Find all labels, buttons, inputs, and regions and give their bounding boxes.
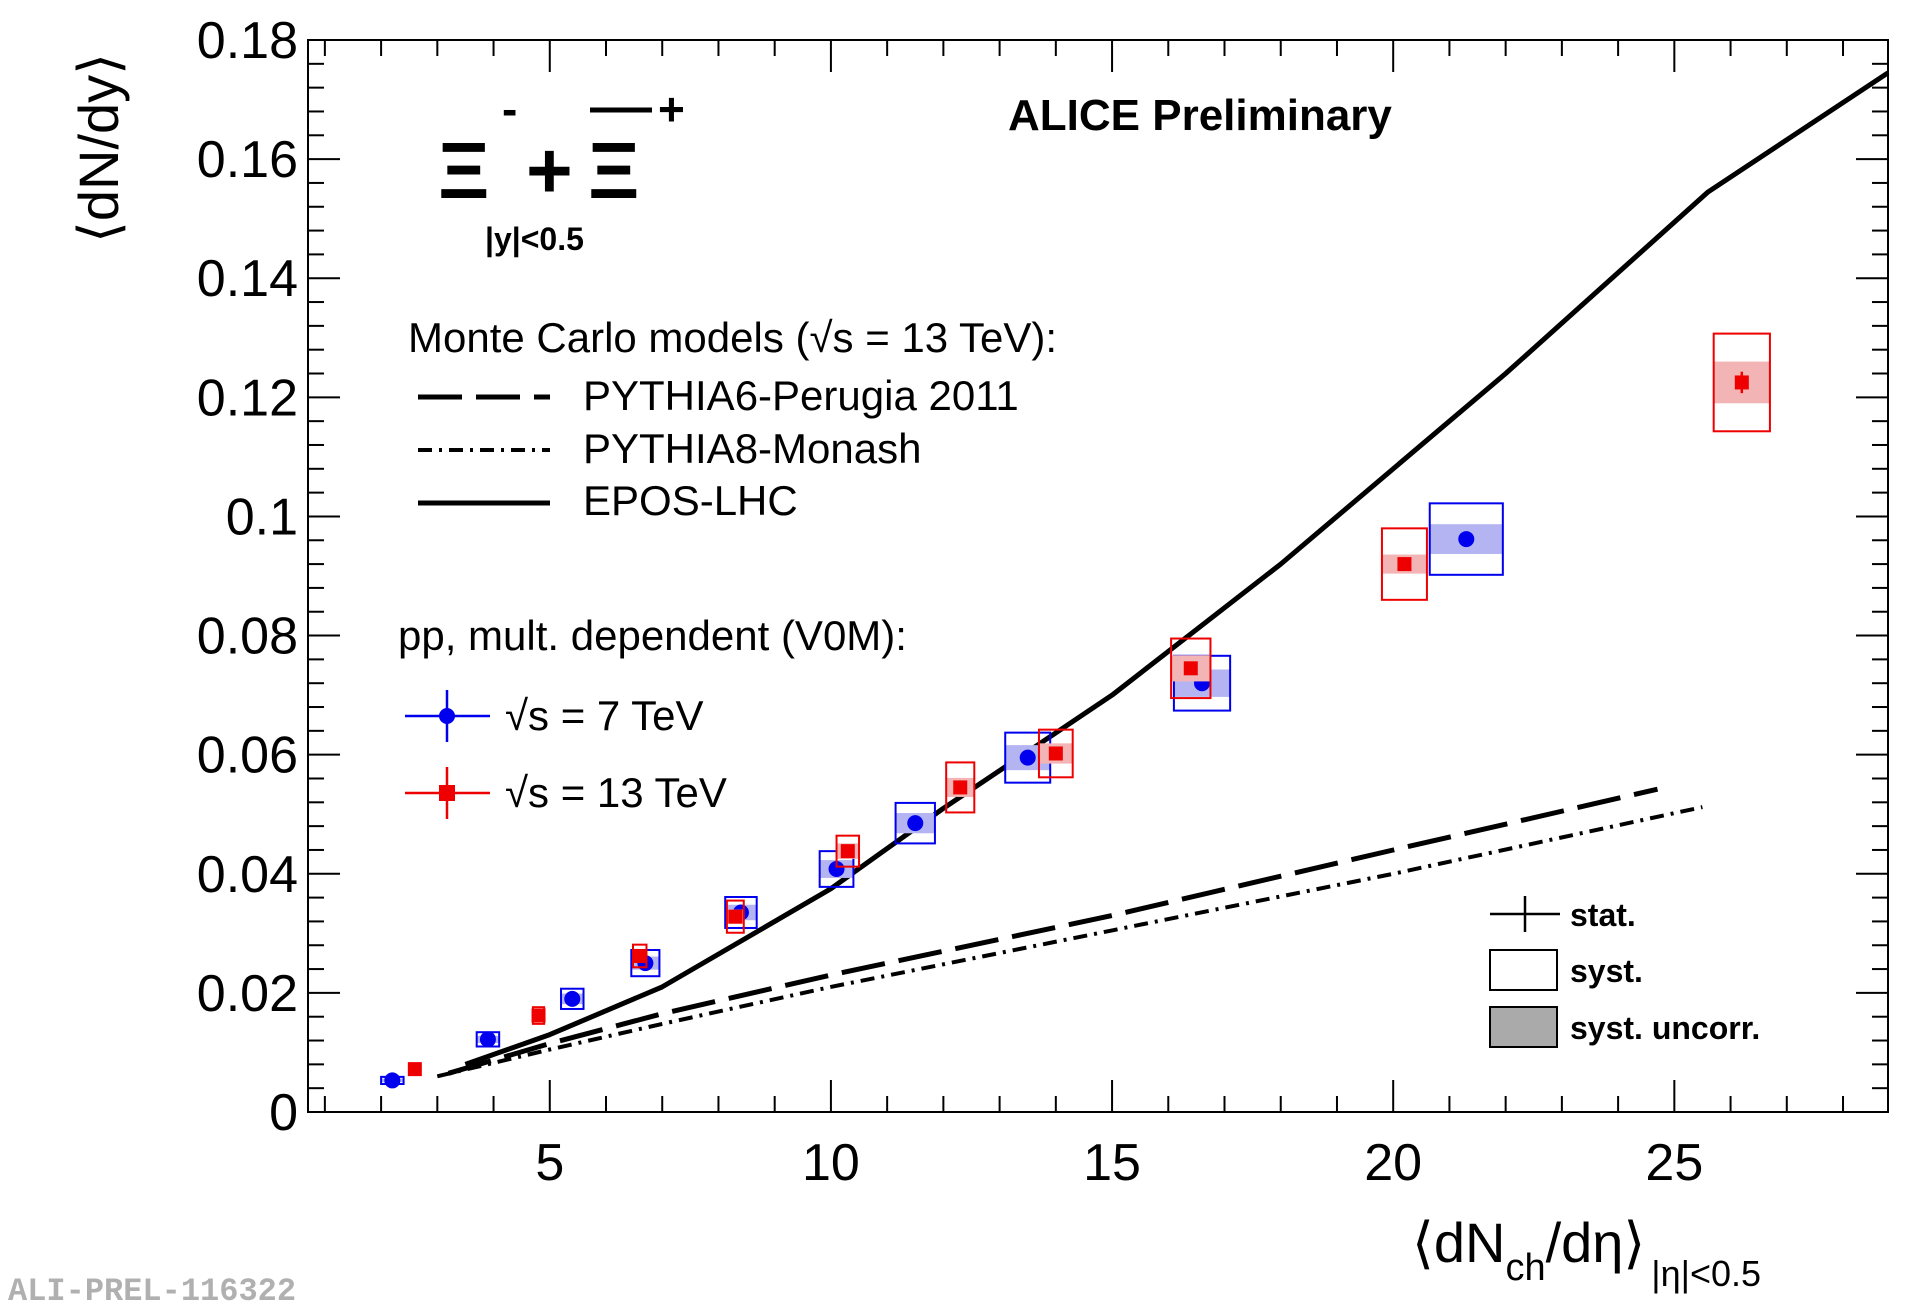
y-tick-label: 0.14: [197, 250, 298, 308]
tick-labels: 5 10 15 20 25 0 0.02 0.04 0.06 0.08 0.1 0.12 0.14 0.1…: [197, 12, 1703, 1192]
x-label-range: |η|<0.5: [1651, 1253, 1761, 1294]
y-tick-label: 0.18: [197, 12, 298, 70]
models-legend-header: Monte Carlo models (√s = 13 TeV):: [408, 314, 1057, 361]
syst-box-7tev: [724, 896, 758, 929]
plot-frame: [307, 39, 1889, 1113]
y-tick-label: 0.02: [197, 965, 298, 1023]
xi-minus-symbol: Ξ: [438, 126, 489, 215]
y-axis-label: ⟨dN/dy⟩: [67, 53, 130, 243]
x-label-sub: ch: [1505, 1247, 1545, 1289]
x-label-main: ⟨dN: [1412, 1211, 1505, 1274]
data-point-13tev: [953, 780, 968, 795]
figure-id: ALI-PREL-116322: [8, 1273, 296, 1307]
data-point-7tev: [828, 861, 845, 878]
model-curve-pythia8-monash: [436, 805, 1703, 1079]
legend-7tev-marker: [439, 708, 455, 724]
data-point-13tev: [407, 1062, 422, 1077]
model-curves: [436, 70, 1890, 1079]
syst-box-13tev: [725, 899, 745, 934]
data-points: [380, 332, 1771, 1089]
syst-legend-box: [1489, 949, 1558, 991]
data-point-13tev: [840, 844, 855, 859]
syst-box-13tev: [1380, 527, 1428, 601]
data-point-7tev: [384, 1072, 401, 1089]
x-tick-label: 10: [802, 1134, 860, 1192]
data-point-7tev: [479, 1031, 496, 1048]
x-tick-label: 25: [1645, 1134, 1703, 1192]
data-point-13tev: [1183, 661, 1198, 676]
data-point-13tev: [632, 948, 647, 963]
plus-operator: +: [526, 126, 573, 215]
uncertainty-legend: stat. syst. syst. uncorr.: [1489, 896, 1760, 1048]
y-tick-label: 0: [269, 1084, 298, 1142]
data-point-7tev: [907, 815, 924, 832]
legend-epos-label: EPOS-LHC: [583, 477, 798, 524]
anti-xi-symbol: Ξ: [588, 126, 639, 215]
syst-box-13tev: [1170, 637, 1212, 700]
stat-legend-label: stat.: [1570, 897, 1636, 933]
rapidity-cut: |y|<0.5: [485, 221, 584, 257]
data-point-13tev: [728, 909, 743, 924]
syst-legend-label: syst.: [1570, 953, 1643, 989]
data-point-13tev: [531, 1008, 546, 1023]
syst-uncorr-legend-label: syst. uncorr.: [1570, 1010, 1760, 1046]
syst-box-13tev: [945, 761, 976, 814]
y-tick-label: 0.1: [226, 488, 298, 546]
legend-pythia8-label: PYTHIA8-Monash: [583, 425, 921, 472]
data-point-13tev: [1734, 375, 1749, 390]
syst-box-13tev: [835, 834, 861, 868]
syst-box-7tev: [1428, 502, 1504, 576]
legend-13tev-marker: [439, 785, 455, 801]
data-legend: pp, mult. dependent (V0M): √s = 7 TeV √s…: [398, 612, 907, 819]
chart-title: ALICE Preliminary: [1008, 91, 1392, 140]
particle-label: Ξ - + Ξ + |y|<0.5: [438, 83, 685, 257]
y-tick-label: 0.08: [197, 608, 298, 666]
legend-pythia6-label: PYTHIA6-Perugia 2011: [583, 372, 1019, 419]
model-curve-pythia6-perugia-2011: [447, 786, 1659, 1076]
y-tick-label: 0.16: [197, 131, 298, 189]
x-tick-label: 5: [535, 1134, 564, 1192]
data-point-7tev: [564, 990, 581, 1007]
data-point-7tev: [1019, 749, 1036, 766]
x-axis-label: ⟨dNch/dη⟩ |η|<0.5: [1412, 1211, 1761, 1294]
syst-uncorr-legend-box: [1489, 1006, 1558, 1048]
syst-box-13tev: [1712, 332, 1771, 433]
legend-13tev-label: √s = 13 TeV: [505, 769, 727, 816]
x-label-tail: /dη⟩: [1546, 1211, 1646, 1274]
legend-7tev-label: √s = 7 TeV: [505, 692, 704, 739]
y-tick-label: 0.12: [197, 369, 298, 427]
y-tick-label: 0.04: [197, 846, 298, 904]
data-point-7tev: [1458, 531, 1475, 548]
axis-ticks: [308, 39, 1888, 1113]
syst-box-7tev: [560, 987, 585, 1010]
data-point-13tev: [1397, 557, 1412, 572]
models-legend: Monte Carlo models (√s = 13 TeV): PYTHIA…: [408, 314, 1057, 524]
syst-box-13tev: [1037, 728, 1074, 779]
x-tick-label: 15: [1083, 1134, 1141, 1192]
x-tick-label: 20: [1364, 1134, 1422, 1192]
y-tick-label: 0.06: [197, 727, 298, 785]
xi-minus-charge: -: [502, 83, 517, 135]
data-point-13tev: [1048, 746, 1063, 761]
data-legend-header: pp, mult. dependent (V0M):: [398, 612, 907, 659]
anti-xi-charge: +: [658, 83, 685, 135]
syst-box-7tev: [894, 801, 936, 845]
